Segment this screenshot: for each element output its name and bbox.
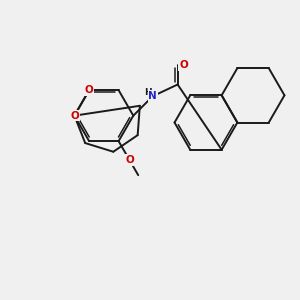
Text: O: O — [85, 85, 94, 95]
Text: O: O — [179, 60, 188, 70]
Text: N: N — [148, 91, 157, 101]
Text: O: O — [125, 155, 134, 165]
Text: H: H — [144, 88, 152, 97]
Text: O: O — [70, 111, 79, 121]
